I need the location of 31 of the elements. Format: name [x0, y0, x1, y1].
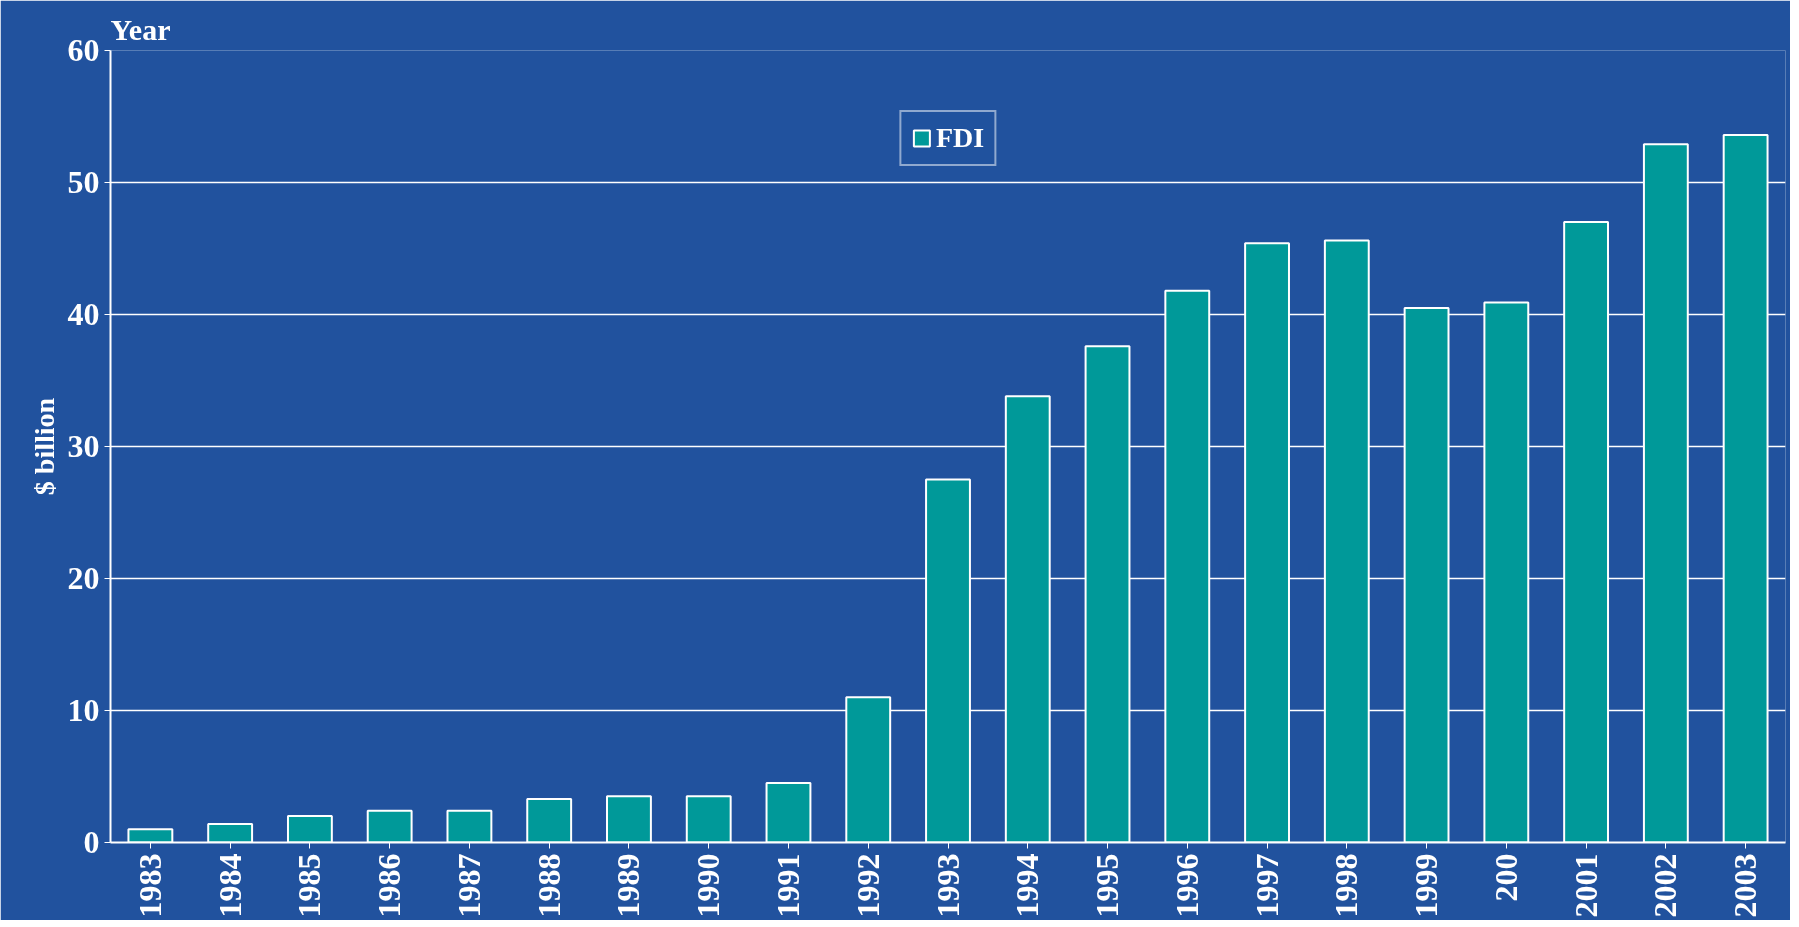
x-tick-label: 200	[1487, 853, 1524, 902]
x-tick-label: 1989	[610, 853, 647, 918]
x-tick-label: 1985	[291, 853, 328, 918]
x-tick-label: 2003	[1727, 853, 1764, 918]
y-tick-label: 60	[67, 32, 100, 68]
x-tick-label: 1986	[371, 853, 408, 918]
y-tick-label: 20	[67, 560, 100, 596]
x-tick-label: 1999	[1408, 853, 1445, 918]
x-tick-label: 1988	[530, 853, 567, 918]
y-tick-label: 40	[67, 296, 100, 332]
y-tick-label: 30	[67, 428, 100, 464]
y-tick-label: 0	[83, 824, 100, 860]
x-tick-label: 1994	[1009, 853, 1046, 918]
x-tick-label: 1997	[1248, 853, 1285, 918]
x-tick-label: 1983	[131, 853, 168, 918]
x-tick-label: 1991	[769, 853, 806, 918]
x-axis-title: Year	[110, 12, 171, 46]
y-tick-label: 10	[67, 692, 100, 728]
x-tick-label: 1992	[849, 853, 886, 918]
x-tick-label: 1993	[929, 853, 966, 918]
x-tick-label: 1984	[211, 853, 248, 918]
x-tick-label: 1987	[450, 853, 487, 918]
legend-label: FDI	[935, 122, 985, 154]
x-tick-label: 2001	[1567, 853, 1604, 918]
x-tick-label: 1995	[1089, 853, 1126, 918]
y-tick-label: 50	[67, 164, 100, 200]
x-tick-label: 2002	[1647, 853, 1684, 918]
x-tick-label: 1996	[1168, 853, 1205, 918]
y-axis-title: $ billion	[28, 397, 60, 496]
x-tick-label: 1990	[690, 853, 727, 918]
x-tick-label: 1998	[1328, 853, 1365, 918]
